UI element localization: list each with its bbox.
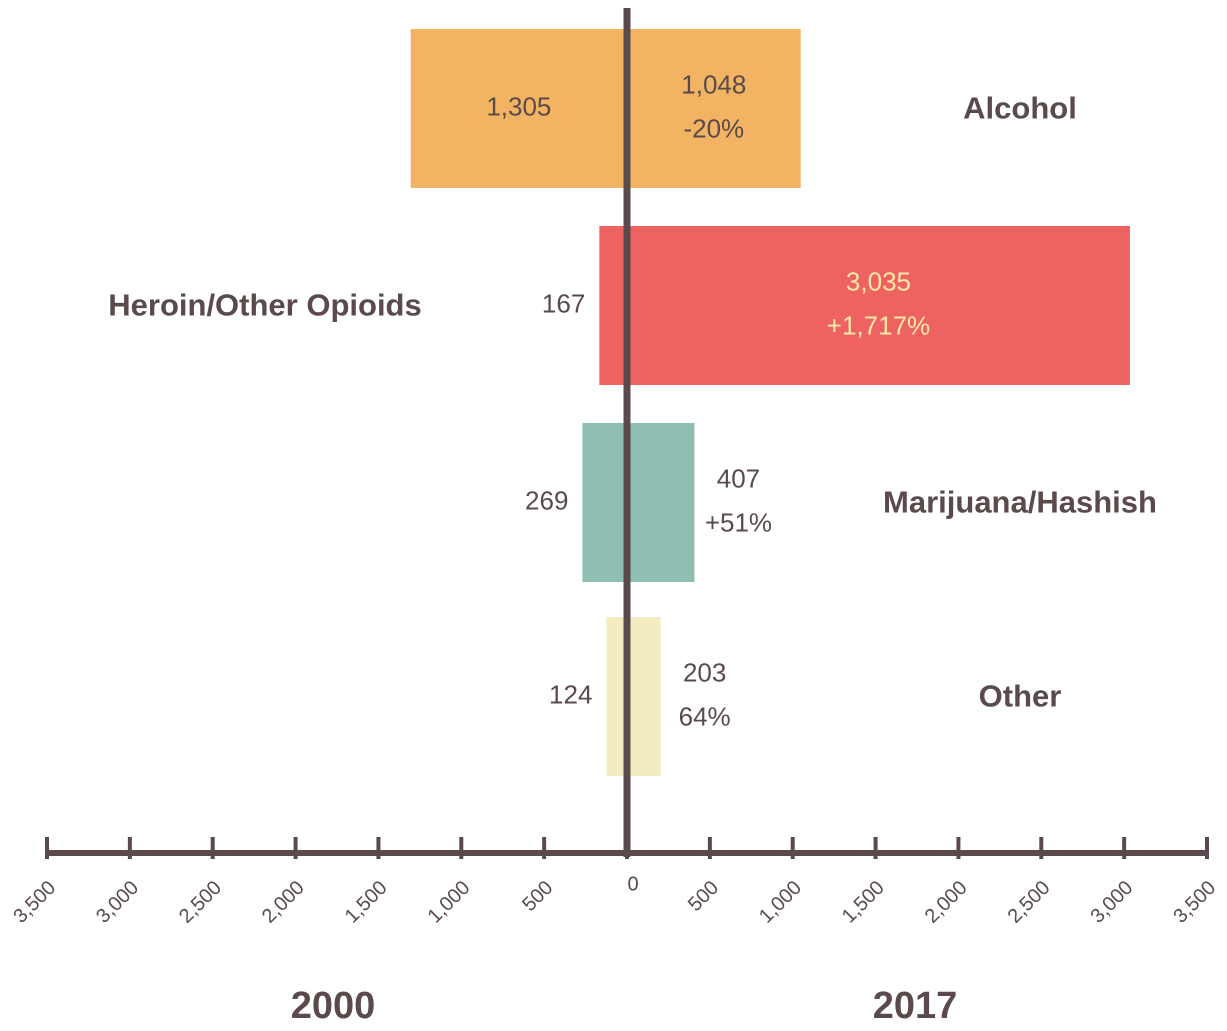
value-label: 1,305 bbox=[486, 91, 551, 121]
x-tick-label: 2,500 bbox=[1004, 877, 1055, 928]
x-tick-label: 2,000 bbox=[921, 877, 972, 928]
change-label: -20% bbox=[683, 113, 744, 143]
x-tick-label: 0 bbox=[627, 873, 638, 895]
x-tick-label: 2,000 bbox=[258, 877, 309, 928]
change-label: +51% bbox=[705, 507, 772, 537]
bar-2017 bbox=[627, 423, 695, 582]
value-label: 1,048 bbox=[681, 69, 746, 99]
bar-2017 bbox=[627, 226, 1130, 385]
value-label: 407 bbox=[717, 463, 760, 493]
series-label: 2000 bbox=[291, 985, 376, 1027]
x-tick-label: 3,000 bbox=[92, 877, 143, 928]
x-tick-label: 2,500 bbox=[175, 877, 226, 928]
bar-2017 bbox=[627, 29, 801, 188]
x-tick-label: 1,000 bbox=[755, 877, 806, 928]
value-label: 3,035 bbox=[846, 266, 911, 296]
value-label: 124 bbox=[549, 679, 592, 709]
change-label: +1,717% bbox=[827, 310, 930, 340]
category-label: Alcohol bbox=[963, 91, 1077, 126]
x-tick-label: 1,500 bbox=[341, 877, 392, 928]
value-label: 269 bbox=[525, 485, 568, 515]
bar-2000 bbox=[582, 423, 627, 582]
x-tick-label: 500 bbox=[684, 877, 723, 916]
x-tick-label: 3,000 bbox=[1086, 877, 1137, 928]
category-label: Other bbox=[979, 679, 1062, 714]
bar-2017 bbox=[627, 617, 661, 776]
bar-2000 bbox=[606, 617, 627, 776]
bar-2000 bbox=[599, 226, 627, 385]
x-tick-label: 1,000 bbox=[424, 877, 475, 928]
x-tick-label: 1,500 bbox=[838, 877, 889, 928]
value-label: 167 bbox=[542, 288, 585, 318]
value-label: 203 bbox=[683, 657, 726, 687]
x-tick-label: 3,500 bbox=[9, 877, 60, 928]
category-label: Heroin/Other Opioids bbox=[108, 288, 421, 323]
change-label: 64% bbox=[679, 701, 731, 731]
bar-2000 bbox=[410, 29, 627, 188]
category-label: Marijuana/Hashish bbox=[883, 485, 1157, 520]
x-tick-label: 3,500 bbox=[1169, 877, 1220, 928]
series-label: 2017 bbox=[873, 985, 958, 1027]
x-tick-label: 500 bbox=[518, 877, 557, 916]
